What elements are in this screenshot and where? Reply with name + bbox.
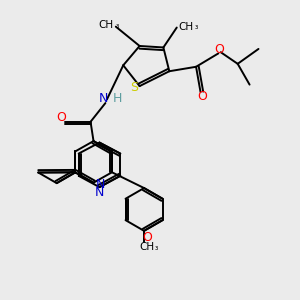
Text: H: H	[112, 92, 122, 105]
Text: N: N	[95, 186, 104, 199]
Text: S: S	[130, 81, 138, 94]
Text: N: N	[95, 178, 105, 191]
Text: CH: CH	[140, 242, 154, 252]
Text: CH: CH	[99, 20, 114, 30]
Text: O: O	[214, 43, 224, 56]
Text: CH: CH	[178, 22, 193, 32]
Text: ₃: ₃	[155, 243, 158, 252]
Text: O: O	[197, 90, 207, 103]
Text: ₃: ₃	[115, 21, 118, 30]
Text: O: O	[143, 231, 153, 244]
Text: ₃: ₃	[195, 22, 198, 32]
Text: O: O	[56, 111, 66, 124]
Text: N: N	[98, 92, 108, 105]
